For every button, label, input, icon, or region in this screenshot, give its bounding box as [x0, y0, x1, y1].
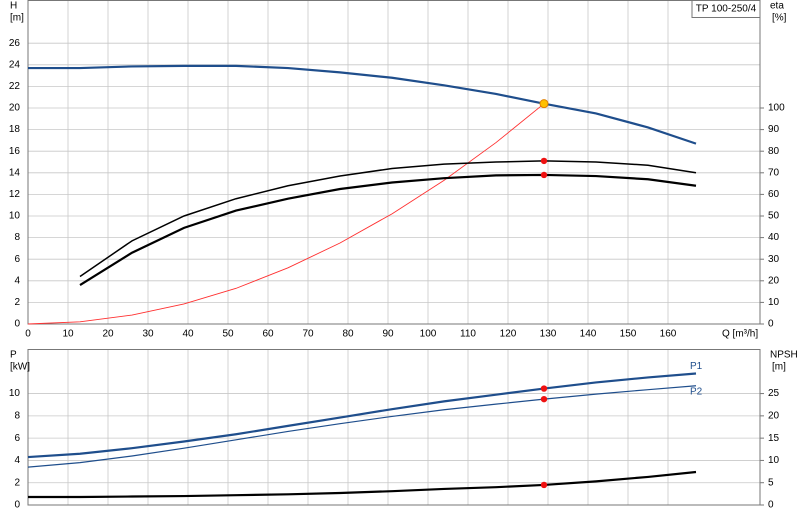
- y-tick-label: 18: [9, 124, 21, 135]
- y-tick-label: 6: [14, 254, 20, 265]
- y2-tick-label: 80: [768, 146, 780, 157]
- duty-point: [540, 385, 548, 392]
- y2-tick-label: 70: [768, 167, 780, 178]
- y-tick-label: 22: [9, 81, 21, 92]
- curve: [27, 103, 545, 325]
- series-label: P1: [690, 361, 703, 372]
- x-tick-label: 90: [382, 329, 394, 340]
- curve: [79, 173, 697, 287]
- curve: [79, 160, 697, 278]
- y2-axis-unit: [%]: [772, 13, 787, 24]
- y-tick-label: 6: [14, 433, 20, 444]
- y-tick-label: 12: [9, 189, 21, 200]
- y-tick-label: 26: [9, 38, 21, 49]
- y-axis-unit: [m]: [10, 13, 24, 24]
- curve: [27, 372, 697, 459]
- y2-tick-label: 100: [768, 103, 785, 114]
- title-box: [691, 0, 761, 18]
- y2-tick-label: 20: [768, 410, 780, 421]
- y2-tick-label: 25: [768, 388, 780, 399]
- x-tick-label: 30: [142, 329, 154, 340]
- y-tick-label: 8: [14, 410, 20, 421]
- x-tick-label: 160: [660, 329, 677, 340]
- x-tick-label: 150: [620, 329, 637, 340]
- y-tick-label: 2: [14, 477, 20, 488]
- x-tick-label: 40: [182, 329, 194, 340]
- duty-point: [540, 481, 548, 489]
- x-tick-label: 140: [580, 329, 597, 340]
- y2-tick-label: 0: [768, 319, 774, 330]
- y2-tick-label: 50: [768, 211, 780, 222]
- y-tick-label: 8: [14, 232, 20, 243]
- curve: [28, 470, 697, 499]
- x-tick-label: 70: [302, 329, 314, 340]
- y2-tick-label: 10: [768, 455, 780, 466]
- x-tick-label: 0: [25, 329, 31, 340]
- y-tick-label: 4: [14, 455, 20, 466]
- duty-point: [540, 395, 548, 403]
- series-label: P2: [690, 386, 703, 397]
- y2-axis-label: eta: [770, 1, 784, 12]
- x-tick-label: 50: [222, 329, 234, 340]
- x-tick-label: 80: [342, 329, 354, 340]
- y-axis-label: H: [10, 1, 17, 12]
- operating-point: [539, 99, 549, 109]
- y-tick-label: 2: [14, 297, 20, 308]
- y2-tick-label: 10: [768, 297, 780, 308]
- curve: [27, 385, 697, 468]
- x-tick-label: 110: [460, 329, 476, 340]
- y-axis-label: P: [10, 350, 17, 361]
- y2-axis-unit: [m]: [772, 362, 786, 373]
- x-tick-label: 130: [540, 329, 557, 340]
- y2-tick-label: 90: [768, 124, 780, 135]
- y-tick-label: 10: [9, 211, 21, 222]
- y2-tick-label: 5: [768, 477, 774, 488]
- y-tick-label: 10: [9, 388, 21, 399]
- plot-frame: [27, 0, 761, 325]
- y-tick-label: 4: [14, 275, 20, 286]
- plot-frame: [27, 349, 761, 506]
- duty-point: [540, 171, 548, 179]
- y2-axis-label: NPSH: [770, 350, 798, 361]
- y-tick-label: 0: [14, 500, 20, 511]
- x-tick-label: 100: [420, 329, 437, 340]
- x-axis-label: Q [m³/h]: [722, 329, 758, 340]
- curve: [28, 64, 697, 145]
- x-tick-label: 20: [102, 329, 114, 340]
- x-tick-label: 120: [500, 329, 517, 340]
- y-axis-unit: [kW]: [10, 362, 30, 373]
- y-tick-label: 16: [9, 146, 21, 157]
- y2-tick-label: 0: [768, 500, 774, 511]
- y-tick-label: 0: [14, 319, 20, 330]
- x-tick-label: 10: [62, 329, 74, 340]
- y2-tick-label: 20: [768, 275, 780, 286]
- chart-title: TP 100-250/4: [696, 4, 757, 15]
- y-tick-label: 14: [9, 167, 21, 178]
- y2-tick-label: 40: [768, 232, 780, 243]
- y2-tick-label: 15: [768, 433, 780, 444]
- duty-point: [540, 157, 548, 165]
- y-tick-label: 24: [9, 59, 21, 70]
- y2-tick-label: 60: [768, 189, 780, 200]
- y2-tick-label: 30: [768, 254, 780, 265]
- y-tick-label: 20: [9, 103, 21, 114]
- x-tick-label: 60: [262, 329, 274, 340]
